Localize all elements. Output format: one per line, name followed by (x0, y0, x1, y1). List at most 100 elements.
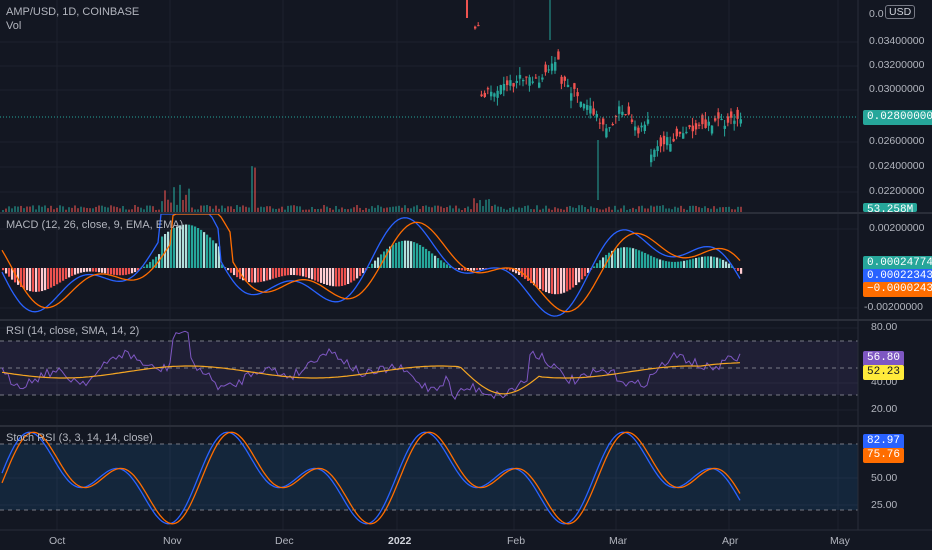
macd-histogram-bar (134, 268, 137, 273)
volume-bar (521, 207, 523, 212)
macd-histogram-bar (584, 268, 587, 277)
candle-body (675, 128, 678, 137)
macd-histogram-bar (203, 232, 206, 268)
candle-body (666, 137, 669, 146)
macd-histogram-bar (23, 268, 26, 289)
volume-bar (404, 205, 406, 212)
volume-bar (713, 206, 715, 212)
volume-bar (587, 209, 589, 212)
price-tick: 0.03400000 (869, 35, 925, 47)
volume-bar (443, 208, 445, 212)
volume-bar (32, 205, 34, 212)
volume-bar (578, 205, 580, 212)
macd-histogram-bar (440, 260, 443, 268)
currency-button[interactable]: USD (885, 5, 916, 19)
volume-bar (524, 206, 526, 212)
signal-line (1, 213, 741, 313)
candle-body (723, 125, 726, 129)
volume-bar (608, 206, 610, 212)
macd-histogram-bar (674, 261, 677, 268)
macd-histogram-bar (734, 268, 737, 269)
macd-histogram-bar (71, 268, 74, 276)
volume-bar (35, 209, 37, 212)
volume-bar (407, 208, 409, 212)
volume-bar (452, 208, 454, 212)
stoch-tick: 25.00 (871, 499, 898, 511)
macd-histogram-bar (371, 263, 374, 268)
volume-bar (284, 209, 286, 212)
macd-histogram-bar (275, 268, 278, 278)
macd-histogram-bar (143, 266, 146, 268)
time-label: Nov (163, 535, 182, 547)
macd-histogram-bar (86, 268, 89, 272)
volume-bar (383, 208, 385, 212)
volume-bar (683, 208, 685, 212)
macd-histogram-bar (692, 258, 695, 268)
volume-bar (20, 205, 22, 212)
macd-histogram-bar (44, 268, 47, 291)
price-tick: 0.03200000 (869, 59, 925, 71)
candle-body (595, 114, 598, 118)
volume-bar (557, 208, 559, 212)
price-pane[interactable] (0, 0, 858, 212)
macd-histogram-bar (671, 261, 674, 268)
candle-body (525, 76, 528, 78)
candle-body (662, 135, 666, 145)
pane-separators[interactable] (0, 0, 932, 531)
volume-bar (398, 205, 400, 212)
volume-bar (245, 206, 247, 212)
macd-histogram-bar (41, 268, 44, 292)
macd-tick: 0.00200000 (869, 222, 925, 234)
macd-histogram-bar (245, 268, 248, 282)
volume-bar (329, 208, 331, 212)
volume-bar (80, 206, 82, 212)
volume-bar (38, 205, 40, 212)
macd-histogram-bar (578, 268, 581, 283)
volume-bar (437, 205, 439, 212)
macd-histogram-bar (539, 268, 542, 290)
volume-bar (227, 206, 229, 212)
macd-histogram-bar (149, 261, 152, 268)
macd-histogram-bar (200, 229, 203, 268)
rsi-pane[interactable] (0, 330, 858, 401)
macd-histogram-bar (374, 260, 377, 268)
time-label-year: 2022 (388, 535, 412, 547)
volume-bar (422, 206, 424, 212)
macd-histogram-bar (284, 268, 287, 276)
macd-histogram-bar (566, 268, 569, 292)
volume-bar (482, 206, 484, 212)
candle-body (672, 138, 675, 142)
volume-bar (140, 207, 142, 212)
macd-histogram-bar (155, 256, 158, 268)
volume-bar (239, 206, 241, 212)
stoch-rsi-pane[interactable] (0, 431, 858, 525)
volume-bar (734, 209, 736, 212)
volume-bar (134, 205, 136, 212)
volume-bar (278, 208, 280, 212)
volume-bar (218, 208, 220, 212)
candle-body (506, 80, 509, 86)
macd-histogram-bar (248, 268, 251, 283)
candle-body (592, 108, 595, 115)
candle-body (538, 82, 541, 88)
volume-bar (197, 209, 199, 212)
volume-bar (656, 205, 658, 212)
macd-histogram-bar (131, 268, 134, 274)
macd-histogram-bar (479, 268, 482, 270)
volume-bar (581, 205, 583, 212)
macd-histogram-bar (194, 226, 197, 268)
volume-bar (632, 207, 634, 212)
macd-pane[interactable] (1, 213, 743, 317)
volume-bar (161, 201, 163, 212)
volume-bar (152, 206, 154, 212)
volume-bar (260, 206, 262, 212)
macd-histogram-bar (416, 243, 419, 268)
volume-bar (305, 209, 307, 212)
volume-bar (248, 207, 250, 212)
macd-histogram-bar (278, 268, 281, 277)
candle-body (736, 109, 739, 119)
macd-histogram-bar (563, 268, 566, 293)
candle-body (611, 124, 614, 126)
volume-bar (203, 205, 205, 212)
